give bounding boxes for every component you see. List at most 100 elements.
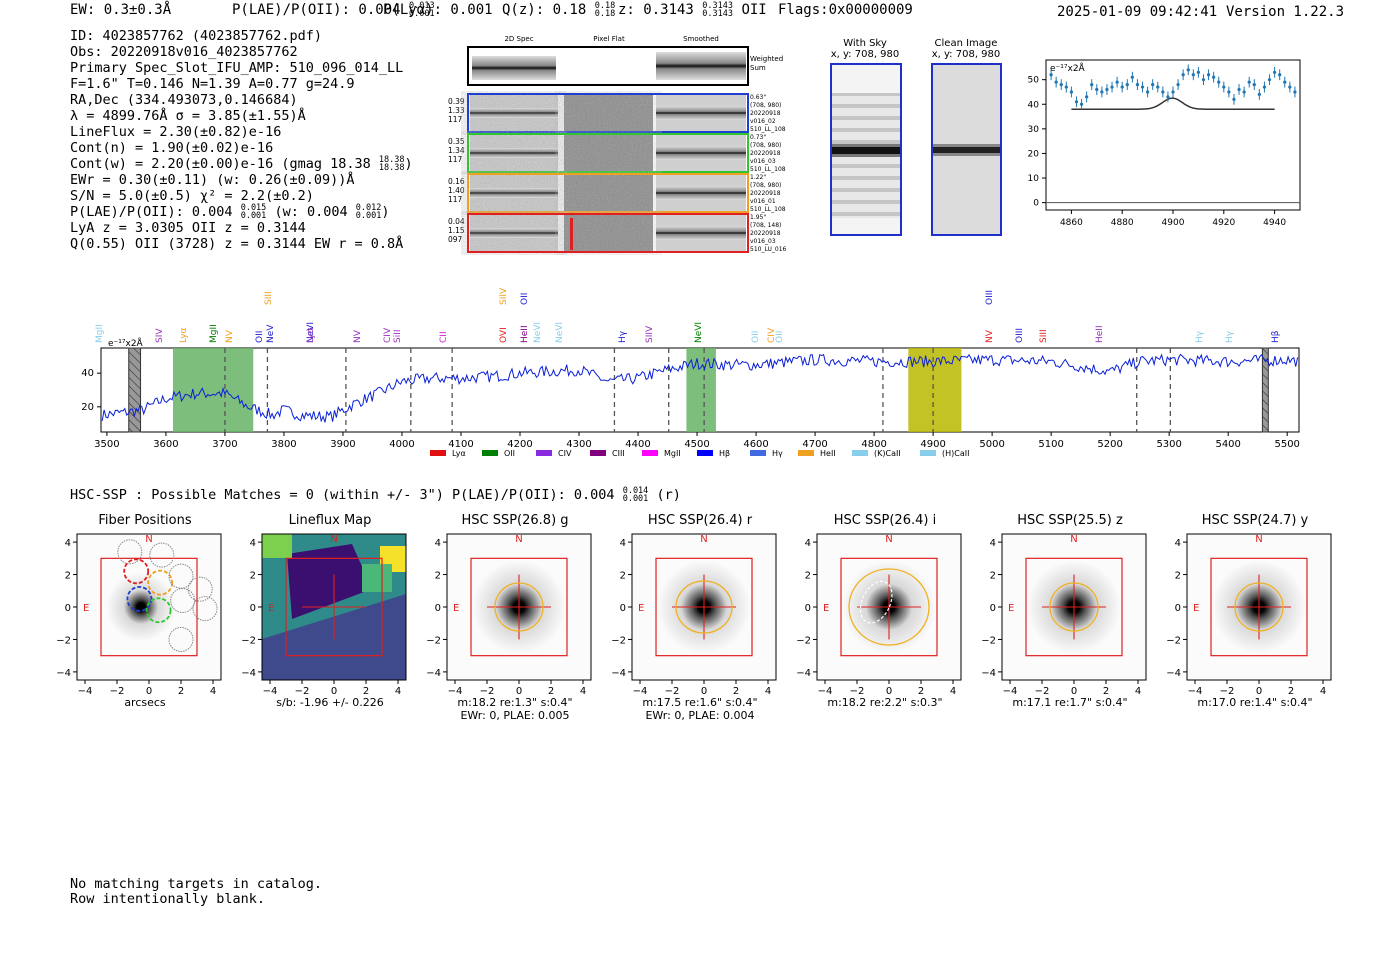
- spectral-line-label: HeII: [1095, 325, 1105, 343]
- panel-xtick-label: 0: [1071, 686, 1077, 697]
- panel-ytick-label: 0: [65, 603, 71, 614]
- panel-xtick-label: 0: [886, 686, 892, 697]
- info-obs: Obs: 20220918v016_4023857762: [70, 44, 298, 60]
- panel-xtick-label: 0: [1256, 686, 1262, 697]
- legend-label: Lyα: [452, 449, 466, 458]
- spec2d-row-meta: 1.95": [750, 214, 766, 221]
- cutout-panel: HSC SSP(24.7) y N E −4 −4 −2 −2 0 0 2 2 4 4 m:17.0 re…: [1160, 510, 1340, 730]
- cutout-panel: Lineflux Map N E −4 −4 −2 −2 0 0 2 2 4 4 s/b: -1.96 +…: [235, 510, 415, 730]
- zoom-point: [1232, 97, 1236, 101]
- panel-xtick-label: 2: [1288, 686, 1294, 697]
- panel-xtick-label: 4: [765, 686, 771, 697]
- legend-label: CIV: [558, 449, 572, 458]
- spectrum-xtick-label: 4000: [389, 439, 414, 450]
- spectral-line-label: SIII: [1039, 329, 1049, 343]
- zoom-point: [1059, 82, 1063, 87]
- zoom-point: [1273, 70, 1277, 74]
- withsky-title: With Sky x, y: 708, 980: [830, 38, 900, 60]
- panel-title: HSC SSP(26.8) g: [461, 513, 569, 528]
- panel-xtick-label: −2: [1035, 686, 1050, 697]
- zoom-ytick-label: 20: [1028, 149, 1040, 159]
- fiber-circle: [170, 588, 196, 614]
- zoom-point: [1222, 85, 1226, 89]
- spec2d-row-border: [467, 173, 749, 213]
- aperture-box: [840, 557, 938, 657]
- zoom-point: [1125, 82, 1129, 87]
- aperture-ellipse: [859, 580, 893, 624]
- panel-image: N E −4 −4 −2 −2 0 0 2 2 4 4: [241, 533, 407, 697]
- zoom-point: [1146, 90, 1150, 94]
- legend-item: CIV: [536, 449, 572, 458]
- panel-caption: m:17.0 re:1.4" s:0.4": [1197, 696, 1313, 709]
- header-flags: Flags:0x00000009: [778, 2, 913, 18]
- panel-xtick-label: −4: [818, 686, 833, 697]
- spectrum-xtick-label: 4600: [743, 439, 768, 450]
- east-label: E: [453, 603, 459, 614]
- legend-item: Hγ: [750, 449, 783, 458]
- spec2d-row-meta: 20220918: [750, 110, 781, 117]
- spectrum-xtick-label: 3600: [153, 439, 178, 450]
- spectrum-xtick-label: 5200: [1097, 439, 1122, 450]
- spec2d-row-meta: v016_02: [750, 118, 776, 125]
- spectral-line-label: CIV: [767, 327, 777, 343]
- info-lya: LyA z = 3.0305 OII z = 0.3144: [70, 220, 306, 236]
- spec2d-row-meta: v016_03: [750, 158, 776, 165]
- panel-ytick-label: −2: [426, 635, 441, 646]
- east-label: E: [83, 603, 89, 614]
- galaxy-ellipse: [494, 582, 544, 632]
- panel-ytick-label: 4: [805, 538, 811, 549]
- panel-caption: s/b: -1.96 +/- 0.226: [276, 696, 384, 709]
- zoom-spectrum-plot: e⁻¹⁷x2Å 0 10 20 30 40 50 4860 4880 4900 4920 4940: [1028, 59, 1301, 228]
- spectral-line-label: SIIV: [499, 287, 509, 305]
- aperture-box: [1025, 557, 1123, 657]
- panel-caption: m:17.5 re:1.6" s:0.4": [642, 696, 758, 709]
- zoom-point: [1283, 80, 1287, 84]
- spec2d-row-meta: 510_LL_108: [750, 126, 786, 133]
- spectrum-xtick-label: 4400: [625, 439, 650, 450]
- zoom-point: [1151, 82, 1155, 87]
- panel-ytick-label: −2: [981, 635, 996, 646]
- legend-item: Hβ: [697, 449, 730, 458]
- panel-ytick-label: 0: [990, 603, 996, 614]
- panel-xtick-label: 4: [580, 686, 586, 697]
- cutout-panel: HSC SSP(25.5) z N E −4 −4 −2 −2 0 0 2 2 4 4 m:17.1 re…: [975, 510, 1155, 730]
- zoom-point: [1267, 78, 1272, 82]
- legend-swatch: [482, 450, 498, 456]
- aperture-box: [470, 557, 568, 657]
- info-plae: P(LAE)/P(OII): 0.004 0.015 0.001 (w: 0.00…: [70, 203, 390, 221]
- spectrum-xtick-label: 3800: [271, 439, 296, 450]
- zoom-point: [1140, 85, 1145, 89]
- panel-title: HSC SSP(24.7) y: [1201, 513, 1309, 528]
- zoom-point: [1110, 85, 1114, 89]
- panel-ytick-label: 4: [990, 538, 996, 549]
- spec2d-row-stat: 097: [448, 235, 463, 244]
- info-contw: Cont(w) = 2.20(±0.00)e-16 (gmag 18.38 18…: [70, 155, 413, 173]
- zoom-ytick-label: 30: [1028, 125, 1040, 135]
- col-2dspec: 2D Spec: [504, 35, 533, 43]
- zoom-point: [1181, 73, 1185, 77]
- spec2d-panel: 2D Spec Pixel Flat Smoothed Weighted Sum…: [448, 35, 787, 253]
- panel-xtick-label: −4: [1003, 686, 1018, 697]
- spectral-line-label: OIII: [985, 290, 995, 305]
- panel-xtick-label: 0: [146, 686, 152, 697]
- panel-image: N E −4 −4 −2 −2 0 0 2 2 4 4: [426, 533, 592, 697]
- panel-ytick-label: 2: [250, 571, 256, 582]
- zoom-ytick-label: 40: [1028, 100, 1040, 110]
- clean-cutout: [931, 63, 1002, 236]
- spec2d-row-border: [467, 133, 749, 173]
- panel-title: HSC SSP(26.4) r: [647, 513, 753, 528]
- header-plya: P(Lyα): 0.001: [383, 2, 493, 18]
- spectral-line-label: Hγ: [618, 330, 628, 343]
- spectral-line-label: SIII: [264, 291, 274, 305]
- spectrum-xtick-label: 5500: [1274, 439, 1299, 450]
- panel-xtick-label: −2: [665, 686, 680, 697]
- spec2d-row-meta: 510_LL_108: [750, 166, 786, 173]
- spec2d-row-stat: 0.04: [448, 217, 465, 226]
- panel-title: HSC SSP(25.5) z: [1017, 513, 1123, 528]
- legend-item: MgII: [642, 449, 681, 458]
- panel-title: Lineflux Map: [288, 513, 372, 528]
- panel-caption: m:18.2 re:1.3" s:0.4": [457, 696, 573, 709]
- spec2d-row-stat: 117: [448, 155, 463, 164]
